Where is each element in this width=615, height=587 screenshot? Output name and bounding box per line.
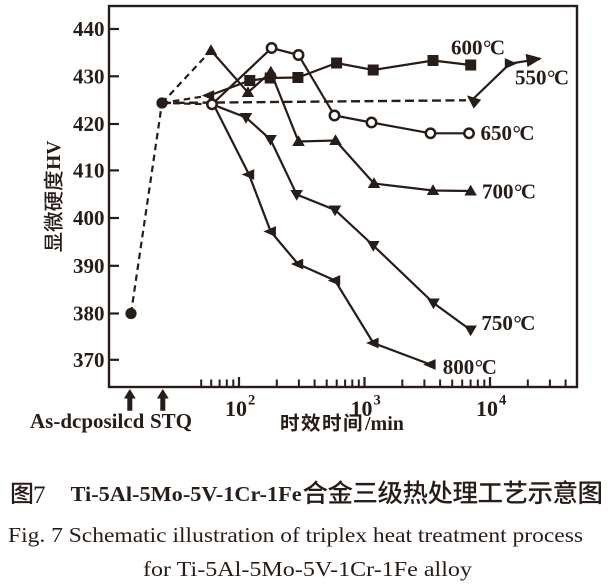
svg-text:10: 10 [476,396,498,421]
svg-text:650: 650 [481,121,513,145]
svg-text:°C: °C [547,66,568,90]
svg-text:600: 600 [451,36,483,60]
svg-text:°C: °C [483,36,504,60]
svg-text:4: 4 [499,393,506,409]
svg-text:°C: °C [513,311,534,335]
svg-text:750: 750 [481,311,513,335]
svg-text:430: 430 [73,65,105,89]
svg-text:410: 410 [73,159,105,183]
svg-text:10: 10 [225,396,247,421]
svg-text:390: 390 [73,254,105,278]
svg-text:for Ti-5Al-5Mo-5V-1Cr-1Fe allo: for Ti-5Al-5Mo-5V-1Cr-1Fe alloy [143,557,472,581]
svg-text:°C: °C [475,355,496,379]
svg-text:370: 370 [73,348,105,372]
svg-text:700: 700 [482,180,514,204]
svg-text:2: 2 [248,393,255,409]
svg-text:HV: HV [44,141,65,170]
svg-text:400: 400 [73,206,105,230]
svg-text:/min: /min [364,413,404,435]
svg-text:STQ: STQ [150,409,192,433]
svg-text:440: 440 [73,17,105,41]
svg-text:As-dcposilcd: As-dcposilcd [30,409,145,433]
svg-text:Ti-5Al-5Mo-5V-1Cr-1Fe: Ti-5Al-5Mo-5V-1Cr-1Fe [71,482,302,506]
svg-text:°C: °C [513,121,534,145]
svg-text:420: 420 [73,112,105,136]
svg-text:Fig. 7 Schematic illustration: Fig. 7 Schematic illustration of triplex… [8,523,583,547]
svg-text:800: 800 [443,355,475,379]
svg-text:7: 7 [33,482,46,509]
svg-text:3: 3 [374,393,381,409]
svg-text:°C: °C [514,180,535,204]
svg-text:380: 380 [73,302,105,326]
svg-text:550: 550 [515,66,547,90]
